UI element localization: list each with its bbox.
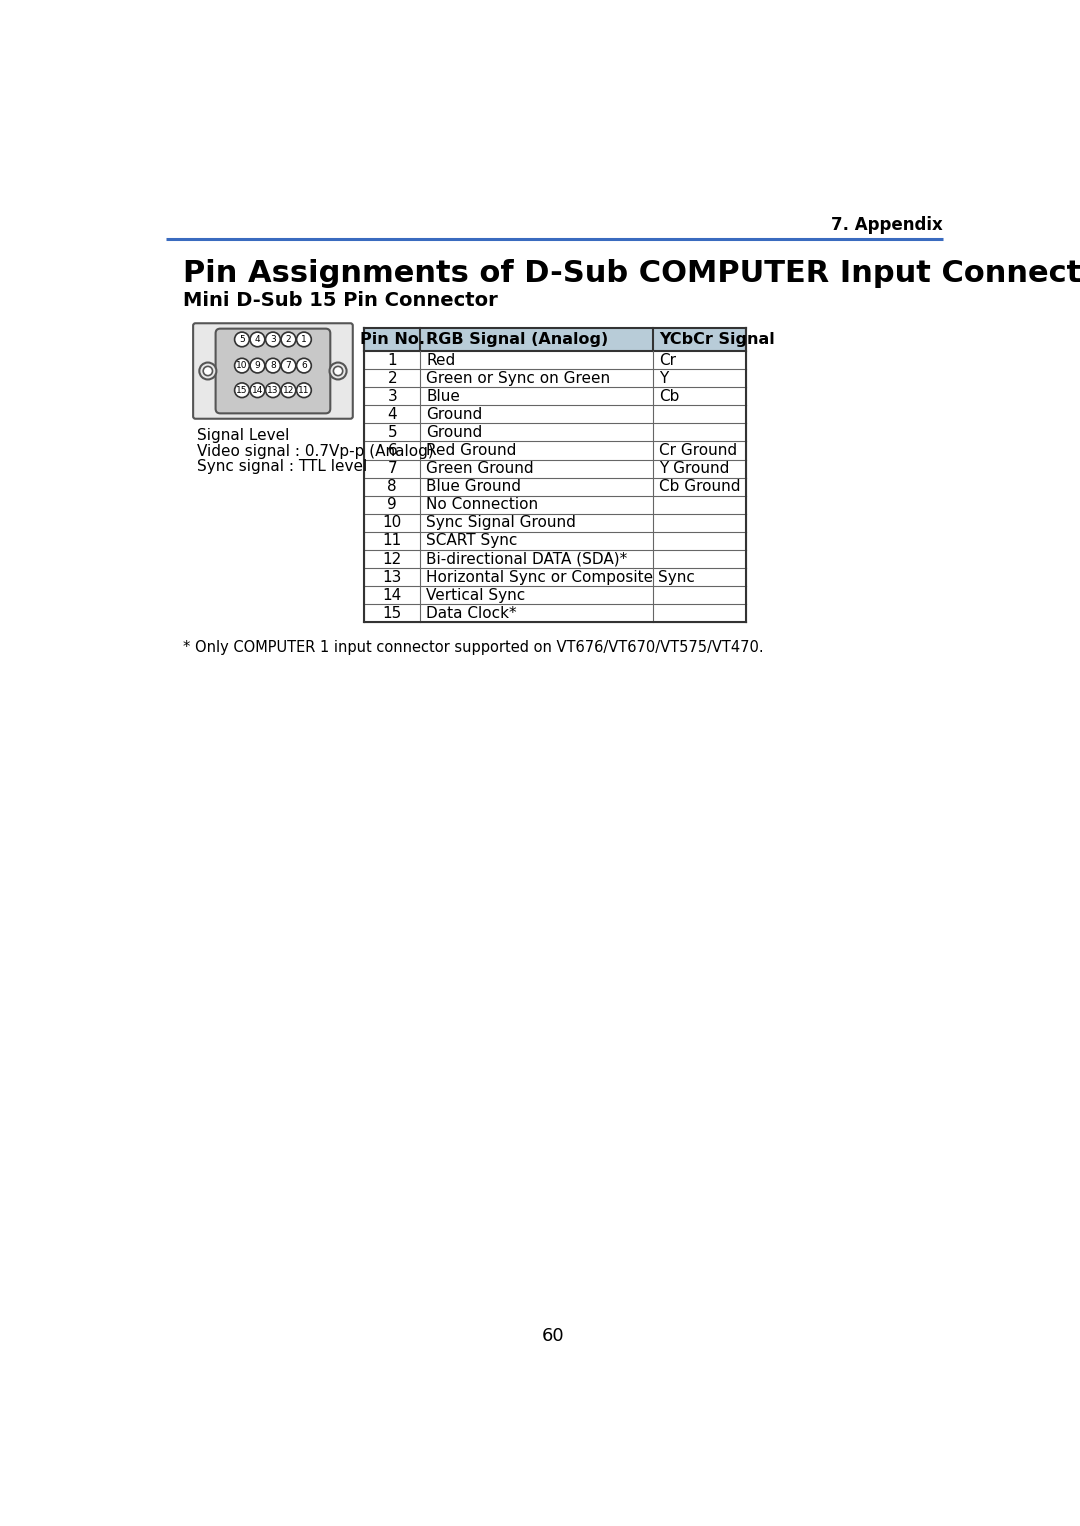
- Circle shape: [297, 359, 311, 372]
- Text: 14: 14: [382, 588, 402, 603]
- Text: 3: 3: [270, 334, 275, 343]
- Bar: [364, 328, 745, 351]
- Bar: [364, 586, 745, 604]
- Text: 7: 7: [388, 461, 397, 476]
- Text: 60: 60: [542, 1326, 565, 1344]
- Text: Green or Sync on Green: Green or Sync on Green: [427, 371, 610, 386]
- Text: Blue Ground: Blue Ground: [427, 479, 522, 494]
- Text: 7. Appendix: 7. Appendix: [831, 215, 943, 233]
- Bar: [364, 423, 745, 441]
- Text: 4: 4: [388, 407, 397, 421]
- FancyBboxPatch shape: [216, 328, 330, 414]
- Text: Pin Assignments of D-Sub COMPUTER Input Connector: Pin Assignments of D-Sub COMPUTER Input …: [183, 259, 1080, 288]
- Text: Pin No.: Pin No.: [360, 333, 424, 346]
- Bar: [364, 441, 745, 459]
- Text: 2: 2: [388, 371, 397, 386]
- Text: 3: 3: [388, 389, 397, 404]
- Bar: [364, 406, 745, 423]
- Text: 8: 8: [270, 362, 275, 371]
- Text: 1: 1: [301, 334, 307, 343]
- Circle shape: [329, 363, 347, 380]
- Text: 13: 13: [382, 569, 402, 584]
- Text: Horizontal Sync or Composite Sync: Horizontal Sync or Composite Sync: [427, 569, 696, 584]
- Text: RGB Signal (Analog): RGB Signal (Analog): [427, 333, 609, 346]
- Circle shape: [200, 363, 216, 380]
- Text: 9: 9: [388, 497, 397, 513]
- Text: Ground: Ground: [427, 424, 483, 439]
- Circle shape: [234, 333, 249, 346]
- Circle shape: [251, 359, 265, 372]
- Text: 11: 11: [382, 534, 402, 548]
- Text: Bi-directional DATA (SDA)*: Bi-directional DATA (SDA)*: [427, 551, 627, 566]
- Text: Data Clock*: Data Clock*: [427, 606, 517, 621]
- Text: 15: 15: [382, 606, 402, 621]
- Circle shape: [297, 333, 311, 346]
- Text: 7: 7: [285, 362, 292, 371]
- Text: Red Ground: Red Ground: [427, 443, 516, 458]
- Text: Red: Red: [427, 353, 456, 368]
- Circle shape: [297, 383, 311, 398]
- Text: 13: 13: [267, 386, 279, 395]
- Bar: [364, 549, 745, 568]
- Bar: [364, 351, 745, 369]
- Text: Sync signal : TTL level: Sync signal : TTL level: [197, 459, 367, 475]
- Text: 10: 10: [237, 362, 247, 371]
- Text: Mini D-Sub 15 Pin Connector: Mini D-Sub 15 Pin Connector: [183, 290, 498, 310]
- Bar: [364, 459, 745, 478]
- Text: 14: 14: [252, 386, 264, 395]
- Circle shape: [334, 366, 342, 375]
- Text: Cr Ground: Cr Ground: [659, 443, 737, 458]
- Text: 2: 2: [285, 334, 292, 343]
- Text: Vertical Sync: Vertical Sync: [427, 588, 526, 603]
- Bar: [364, 533, 745, 549]
- Text: * Only COMPUTER 1 input connector supported on VT676/VT670/VT575/VT470.: * Only COMPUTER 1 input connector suppor…: [183, 639, 764, 655]
- Text: Sync Signal Ground: Sync Signal Ground: [427, 516, 577, 531]
- Text: Ground: Ground: [427, 407, 483, 421]
- Bar: [364, 514, 745, 533]
- Circle shape: [281, 383, 296, 398]
- Circle shape: [234, 359, 249, 372]
- Text: 10: 10: [382, 516, 402, 531]
- Text: 11: 11: [298, 386, 310, 395]
- Circle shape: [281, 359, 296, 372]
- Bar: [364, 388, 745, 406]
- Text: Y: Y: [659, 371, 669, 386]
- Text: 12: 12: [382, 551, 402, 566]
- Text: Cr: Cr: [659, 353, 676, 368]
- Text: 5: 5: [388, 424, 397, 439]
- FancyBboxPatch shape: [193, 324, 353, 418]
- Text: Cb Ground: Cb Ground: [659, 479, 741, 494]
- Text: Cb: Cb: [659, 389, 679, 404]
- Circle shape: [203, 366, 213, 375]
- Text: 12: 12: [283, 386, 294, 395]
- Circle shape: [266, 333, 281, 346]
- Text: SCART Sync: SCART Sync: [427, 534, 517, 548]
- Text: 9: 9: [255, 362, 260, 371]
- Text: Video signal : 0.7Vp-p (Analog): Video signal : 0.7Vp-p (Analog): [197, 444, 434, 459]
- Text: 4: 4: [255, 334, 260, 343]
- Text: 5: 5: [239, 334, 245, 343]
- Circle shape: [281, 333, 296, 346]
- Text: No Connection: No Connection: [427, 497, 539, 513]
- Text: YCbCr Signal: YCbCr Signal: [659, 333, 774, 346]
- Text: Y Ground: Y Ground: [659, 461, 729, 476]
- Circle shape: [266, 383, 281, 398]
- Bar: [364, 369, 745, 388]
- Bar: [364, 496, 745, 514]
- Text: 8: 8: [388, 479, 397, 494]
- Text: 15: 15: [237, 386, 247, 395]
- Bar: [364, 478, 745, 496]
- Bar: [364, 604, 745, 623]
- Text: Blue: Blue: [427, 389, 460, 404]
- Circle shape: [234, 383, 249, 398]
- Text: 1: 1: [388, 353, 397, 368]
- Text: Signal Level: Signal Level: [197, 429, 289, 443]
- Circle shape: [266, 359, 281, 372]
- Circle shape: [251, 333, 265, 346]
- Circle shape: [251, 383, 265, 398]
- Bar: [364, 568, 745, 586]
- Text: 6: 6: [388, 443, 397, 458]
- Text: Green Ground: Green Ground: [427, 461, 534, 476]
- Text: 6: 6: [301, 362, 307, 371]
